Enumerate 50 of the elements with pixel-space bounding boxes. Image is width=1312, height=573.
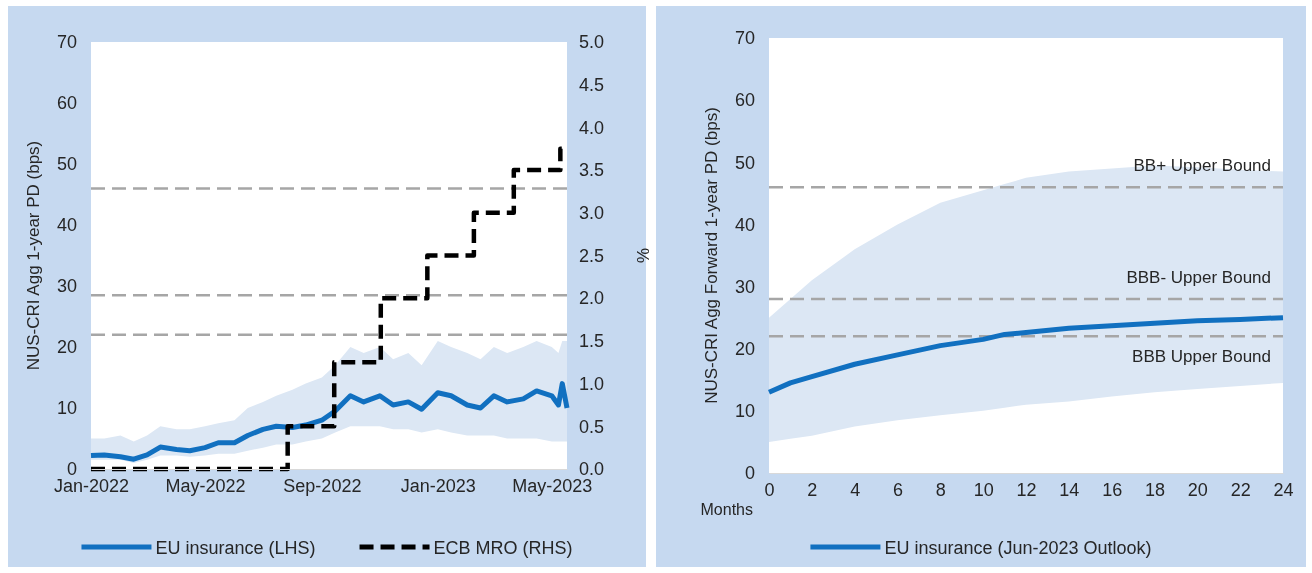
y2-tick-label: 1.5 (579, 331, 605, 352)
legend-label: EU insurance (LHS) (155, 538, 316, 558)
y-tick-label: 50 (734, 152, 755, 173)
y-tick-label: 40 (734, 214, 755, 235)
x-tick-label: 24 (1273, 479, 1294, 500)
y2-tick-label: 2.5 (579, 245, 605, 266)
y-tick-label: 30 (734, 276, 755, 297)
x-tick-label: 20 (1187, 479, 1208, 500)
ref-line-label: BBB- Upper Bound (1126, 268, 1271, 287)
x-tick-label: 16 (1102, 479, 1123, 500)
y2-tick-label: 4.0 (579, 117, 605, 138)
x-tick-label: 0 (764, 479, 775, 500)
y-tick-label: 20 (734, 338, 755, 359)
x-tick-label: 18 (1144, 479, 1166, 500)
y-tick-label: 10 (734, 401, 755, 422)
x-tick-label: 22 (1230, 479, 1251, 500)
y-tick-label: 60 (56, 93, 77, 114)
x-tick-label: Sep-2022 (283, 475, 362, 496)
x-axis-title: Months (700, 501, 753, 518)
legend-label: ECB MRO (RHS) (433, 538, 573, 558)
y-tick-label: 30 (56, 276, 77, 297)
y2-tick-label: 3.5 (579, 160, 605, 181)
y-tick-label: 70 (734, 28, 755, 49)
y-tick-label: 40 (56, 215, 77, 236)
y-tick-label: 50 (56, 154, 77, 175)
x-tick-label: 6 (892, 479, 904, 500)
y-tick-label: 60 (734, 90, 755, 111)
y2-tick-label: 0.5 (579, 416, 605, 437)
y-axis-title: NUS-CRI Agg Forward 1-year PD (bps) (702, 107, 721, 404)
y2-axis-title: % (633, 247, 652, 264)
y-tick-label: 20 (56, 337, 77, 358)
x-tick-label: 8 (935, 479, 946, 500)
y-axis-title: NUS-CRI Agg 1-year PD (bps) (24, 140, 43, 371)
x-tick-label: 4 (850, 479, 861, 500)
x-tick-label: 2 (807, 479, 818, 500)
x-tick-label: 12 (1016, 479, 1037, 500)
x-tick-label: May-2022 (165, 475, 246, 496)
x-tick-label: 14 (1059, 479, 1080, 500)
y2-tick-label: 1.0 (579, 373, 605, 394)
legend-label: EU insurance (Jun-2023 Outlook) (884, 538, 1152, 558)
y2-tick-label: 4.5 (579, 74, 605, 95)
y-tick-label: 70 (56, 32, 77, 53)
ref-line-label: BB+ Upper Bound (1133, 156, 1271, 176)
y2-tick-label: 5.0 (579, 32, 605, 53)
y-tick-label: 10 (56, 398, 77, 419)
x-tick-label: Jan-2023 (400, 475, 476, 496)
y2-tick-label: 3.0 (579, 203, 605, 224)
x-tick-label: 10 (973, 479, 994, 500)
ref-line-label: BBB Upper Bound (1132, 347, 1271, 367)
y2-tick-label: 2.0 (579, 288, 605, 309)
